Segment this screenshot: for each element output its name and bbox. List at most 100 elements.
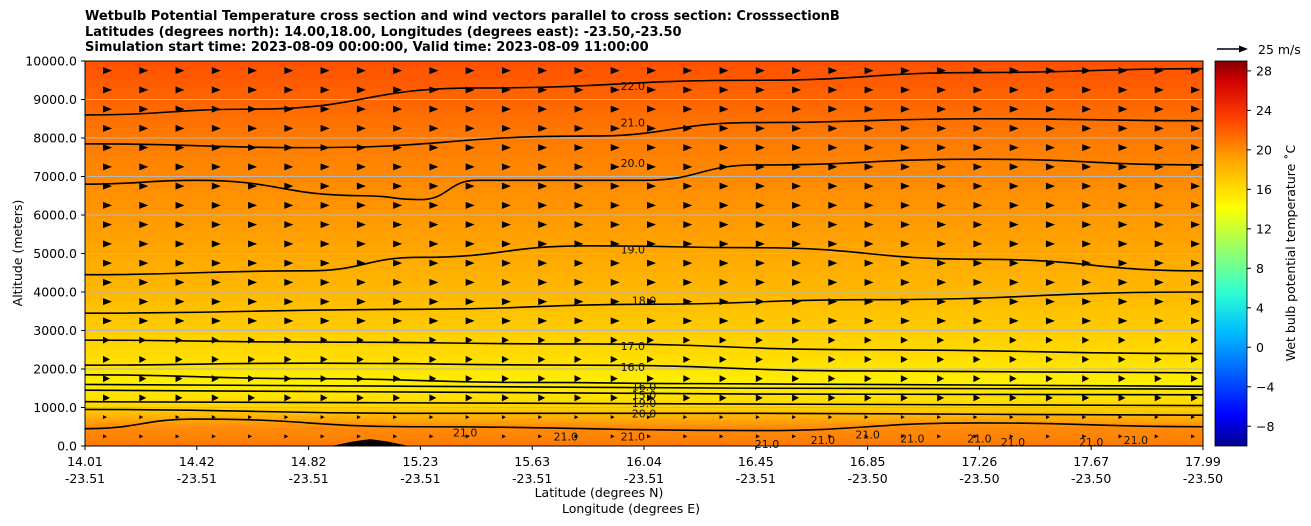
- x-tick-label-lat: 17.67: [1073, 454, 1109, 469]
- wind-vector: [900, 86, 910, 94]
- wind-vector: [1118, 394, 1126, 402]
- wind-vector: [1045, 201, 1055, 209]
- wind-vector: [103, 124, 112, 132]
- y-tick-label: 0.0: [57, 439, 77, 454]
- wind-vector: [1082, 415, 1087, 420]
- wind-vector: [429, 124, 439, 132]
- wind-vector: [320, 394, 328, 402]
- wind-vector: [792, 355, 800, 363]
- wind-vector: [103, 105, 112, 113]
- wind-vector: [429, 317, 439, 325]
- wind-vector: [538, 434, 543, 439]
- wind-vector: [864, 317, 874, 325]
- wind-vector: [429, 336, 437, 344]
- wind-vector: [610, 317, 620, 325]
- wind-vector: [937, 259, 947, 267]
- wind-vector: [864, 182, 874, 190]
- wind-vector: [647, 67, 656, 75]
- wind-vector: [683, 355, 691, 363]
- y-tick-label: 7000.0: [33, 169, 77, 184]
- wind-vector: [900, 105, 910, 113]
- wind-vector: [828, 86, 838, 94]
- colorbar-tick-label: 4: [1256, 300, 1264, 315]
- wind-vector: [1009, 434, 1014, 439]
- wind-vector: [103, 67, 112, 75]
- wind-vector: [465, 336, 473, 344]
- wind-vector: [647, 221, 656, 229]
- wind-vector: [647, 336, 654, 344]
- wind-vector: [211, 394, 219, 402]
- wind-vector: [211, 67, 221, 75]
- wind-vector: [574, 336, 582, 344]
- wind-vector: [1191, 298, 1200, 306]
- wind-vector: [103, 394, 110, 402]
- wind-vector: [393, 298, 403, 306]
- x-tick-label-lon: -23.51: [400, 471, 440, 486]
- wind-vector: [574, 163, 584, 171]
- wind-vector: [465, 259, 475, 267]
- contour-line-16.0: [85, 373, 1203, 388]
- wind-vector: [828, 415, 833, 420]
- wind-vector: [320, 355, 328, 363]
- wind-vector: [755, 221, 765, 229]
- colorbar-tick-label: 8: [1256, 261, 1264, 276]
- wind-vector: [1154, 278, 1164, 286]
- wind-vector: [792, 201, 802, 209]
- wind-vector: [1082, 182, 1092, 190]
- wind-vector: [139, 375, 147, 383]
- wind-vector: [647, 201, 656, 209]
- wind-vector: [1118, 182, 1128, 190]
- wind-vector: [538, 259, 548, 267]
- wind-vector: [755, 144, 765, 152]
- wind-vector: [1082, 201, 1092, 209]
- wind-vector: [828, 278, 838, 286]
- wind-vector: [973, 221, 983, 229]
- wind-vector: [465, 163, 475, 171]
- wind-vector: [792, 105, 802, 113]
- wind-vector: [538, 86, 548, 94]
- contour-label: 21.0: [755, 438, 780, 451]
- wind-vector: [139, 182, 149, 190]
- colorbar-tick-label: 12: [1256, 221, 1272, 236]
- wind-vector: [248, 415, 253, 420]
- wind-vector: [393, 201, 403, 209]
- wind-vector: [937, 415, 942, 420]
- wind-vector: [1009, 182, 1019, 190]
- wind-vector: [683, 182, 693, 190]
- wind-vector: [501, 144, 511, 152]
- wind-vector: [973, 375, 981, 383]
- wind-vector: [393, 278, 403, 286]
- contour-label: 19.0: [632, 397, 657, 410]
- wind-vector: [610, 124, 620, 132]
- x-tick-label-lat: 14.42: [179, 454, 215, 469]
- wind-vector: [973, 259, 983, 267]
- contour-label: 16.0: [621, 361, 646, 374]
- wind-vector: [719, 336, 727, 344]
- wind-vector: [683, 415, 688, 420]
- wind-vector: [755, 375, 763, 383]
- wind-vector: [139, 105, 149, 113]
- contour-line-21.0: [85, 117, 1203, 149]
- wind-vector: [719, 415, 724, 420]
- wind-vector: [1191, 434, 1195, 439]
- wind-vector: [792, 240, 802, 248]
- wind-vector: [1191, 240, 1200, 248]
- wind-vector: [792, 86, 802, 94]
- wind-vector: [393, 67, 403, 75]
- wind-vector: [973, 86, 983, 94]
- wind-vector: [828, 355, 836, 363]
- wind-vector: [284, 67, 294, 75]
- wind-vector: [139, 394, 147, 402]
- x-tick-label-lon: -23.50: [1071, 471, 1111, 486]
- wind-vector: [465, 434, 470, 439]
- wind-vector: [393, 394, 401, 402]
- wind-vector: [1191, 144, 1200, 152]
- wind-vector: [973, 298, 983, 306]
- wind-vector: [1118, 105, 1128, 113]
- wind-vector: [937, 336, 945, 344]
- wind-vector: [393, 124, 403, 132]
- wind-vector: [175, 259, 185, 267]
- wind-vector: [284, 201, 294, 209]
- wind-vector: [792, 336, 800, 344]
- wind-vector: [393, 163, 403, 171]
